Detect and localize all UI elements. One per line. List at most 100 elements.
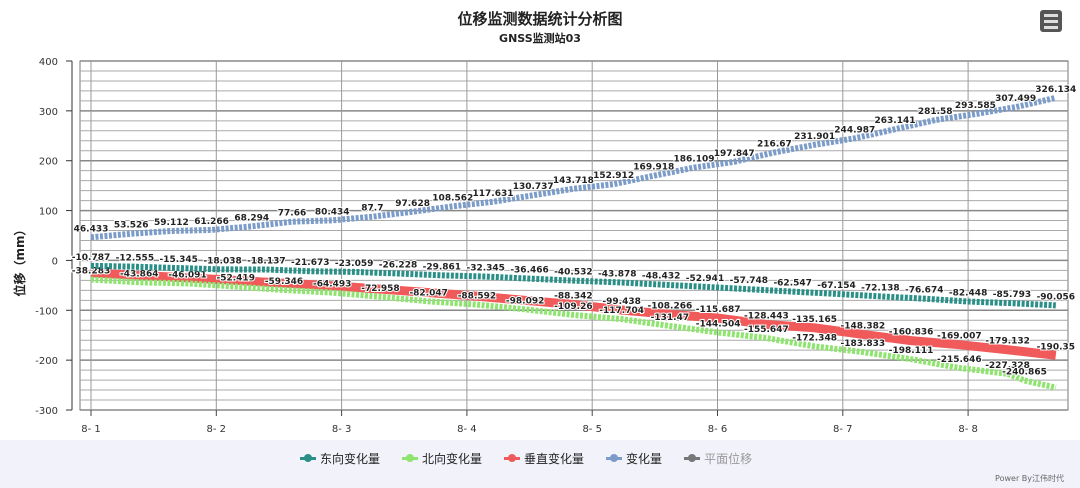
- data-label: -128.443: [744, 311, 789, 321]
- y-tick-label: 100: [39, 207, 58, 218]
- data-label: -46.091: [168, 270, 206, 280]
- data-label: -40.532: [554, 268, 592, 278]
- y-axis-label: 位移（mm）: [12, 223, 27, 296]
- data-label: -67.154: [817, 281, 855, 291]
- data-label: -36.466: [510, 266, 548, 276]
- data-label: -59.346: [265, 277, 303, 287]
- legend-label: 变化量: [626, 452, 663, 466]
- data-label: -62.547: [773, 279, 811, 289]
- data-label: -23.059: [335, 259, 373, 269]
- series-line-0: [90, 262, 1056, 309]
- data-label: -160.836: [889, 328, 934, 338]
- legend-label: 平面位移: [704, 452, 753, 466]
- data-label: -88.592: [458, 292, 496, 302]
- data-label: -32.345: [466, 264, 504, 274]
- data-label: 97.628: [395, 199, 430, 209]
- data-label: 216.67: [757, 139, 792, 149]
- x-tick-label: 8- 7: [833, 424, 853, 435]
- data-label: -131.47: [651, 313, 689, 323]
- data-label: -82.448: [949, 289, 987, 299]
- data-label: -57.748: [730, 276, 768, 286]
- legend-item[interactable]: 平面位移: [684, 450, 752, 467]
- legend-triangle-icon: [606, 454, 623, 462]
- data-label: -117.704: [599, 306, 644, 316]
- y-tick-label: -200: [35, 356, 58, 367]
- data-label: -109.26: [554, 302, 592, 312]
- y-tick-label: 0: [52, 256, 58, 267]
- data-label: -88.342: [554, 291, 592, 301]
- data-label: 307.499: [995, 94, 1036, 104]
- data-label: 326.134: [1035, 85, 1076, 95]
- data-label: -98.092: [506, 296, 544, 306]
- data-label: -155.647: [744, 325, 789, 335]
- data-label: 293.585: [955, 101, 996, 111]
- data-label: -52.419: [216, 274, 254, 284]
- data-label: -144.504: [696, 319, 741, 329]
- y-tick-label: 300: [39, 107, 58, 118]
- data-label: 87.7: [361, 204, 383, 214]
- data-label: -183.833: [840, 339, 885, 349]
- legend-circle-icon: [300, 454, 316, 462]
- plot-frame: [79, 60, 1069, 411]
- data-label: -10.787: [72, 253, 110, 263]
- data-label: 244.987: [834, 125, 875, 135]
- legend: 东向变化量 北向变化量 垂直变化量 变化量 平面位移: [300, 450, 752, 467]
- data-label: 80.434: [315, 207, 350, 217]
- legend-item[interactable]: 垂直变化量: [504, 450, 584, 467]
- data-label: 68.294: [234, 213, 269, 223]
- legend-item[interactable]: 北向变化量: [402, 450, 482, 467]
- hamburger-menu-icon[interactable]: [1040, 10, 1062, 32]
- legend-item[interactable]: 东向变化量: [300, 450, 380, 467]
- legend-diamond-icon: [402, 454, 419, 462]
- data-label: -90.056: [1037, 292, 1075, 302]
- series-line-2: [90, 268, 1057, 360]
- data-label: 77.66: [278, 209, 306, 219]
- data-label: -190.35: [1037, 342, 1075, 352]
- data-label: 143.718: [553, 176, 594, 186]
- legend-band: [0, 440, 1080, 488]
- y-tick-label: 200: [39, 157, 58, 168]
- data-label: -240.865: [1002, 368, 1047, 378]
- data-label: -172.348: [792, 333, 837, 343]
- chart-subtitle: GNSS监测站03: [499, 32, 581, 45]
- data-label: 108.562: [432, 193, 473, 203]
- legend-square-icon: [504, 454, 521, 462]
- data-label: -18.038: [203, 256, 241, 266]
- x-tick-label: 8- 1: [81, 424, 101, 435]
- data-label: 152.912: [593, 171, 634, 181]
- data-label: -52.941: [686, 274, 724, 284]
- data-label: -76.674: [905, 286, 943, 296]
- data-label: -169.007: [937, 332, 982, 342]
- data-label: 263.141: [875, 116, 916, 126]
- data-label: 53.526: [114, 221, 149, 231]
- data-label: 130.737: [513, 182, 554, 192]
- y-tick-label: -100: [35, 306, 58, 317]
- data-label: -15.345: [159, 255, 197, 265]
- data-label: -12.555: [116, 254, 154, 264]
- data-label: -115.687: [696, 305, 741, 315]
- data-label: -148.382: [840, 321, 885, 331]
- credit-text: Power By江伟时代: [995, 474, 1064, 483]
- data-label: -198.111: [889, 346, 934, 356]
- data-label: -29.861: [423, 262, 461, 272]
- legend-item[interactable]: 变化量: [606, 450, 662, 467]
- data-label: -43.864: [120, 269, 158, 279]
- data-label: 61.266: [194, 217, 229, 227]
- y-tick-label: -300: [35, 406, 58, 417]
- data-label: -215.646: [937, 355, 982, 365]
- legend-label: 东向变化量: [320, 452, 381, 466]
- data-label: 186.109: [674, 155, 715, 165]
- series-line-1: [90, 276, 1057, 391]
- data-label: -21.673: [291, 258, 329, 268]
- data-label: 46.433: [74, 224, 109, 234]
- legend-label: 垂直变化量: [524, 452, 585, 466]
- data-label: -26.228: [379, 261, 417, 271]
- data-label: -43.878: [598, 269, 636, 279]
- data-label: -72.138: [861, 283, 899, 293]
- x-tick-label: 8- 5: [582, 424, 602, 435]
- data-label: -85.793: [993, 290, 1031, 300]
- data-label: -48.432: [642, 272, 680, 282]
- data-label: -72.958: [361, 284, 399, 294]
